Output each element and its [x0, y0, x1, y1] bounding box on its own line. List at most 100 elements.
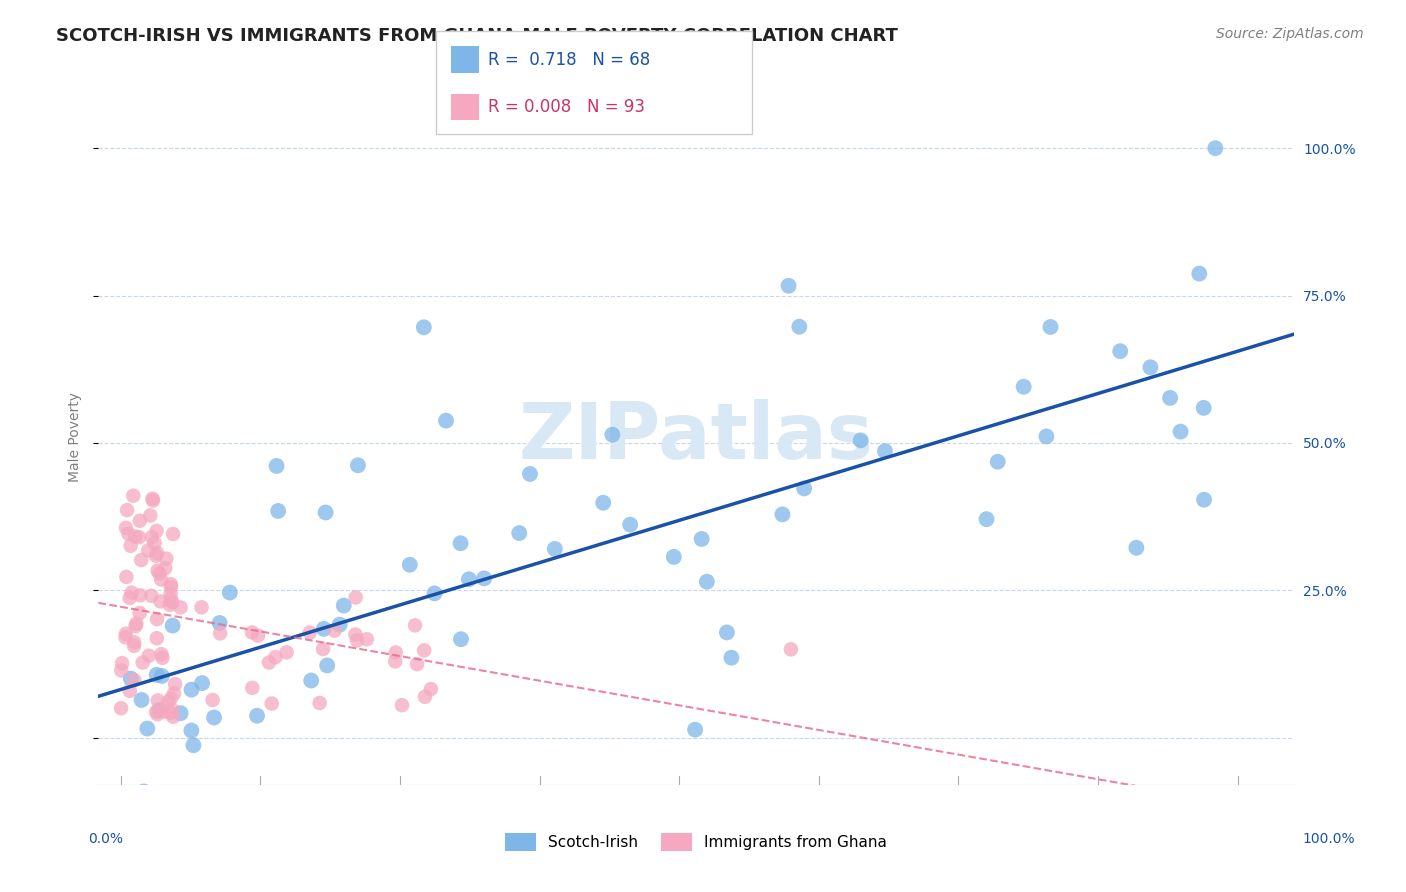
Point: [1188, 267, 1211, 281]
Point: [1204, 141, 1226, 155]
Point: [619, 517, 641, 532]
Point: [412, 320, 434, 334]
Text: 0.0%: 0.0%: [89, 832, 122, 846]
Point: [128, 606, 150, 620]
Point: [315, 506, 337, 520]
Point: [146, 546, 169, 560]
Point: [1192, 401, 1215, 415]
Point: [136, 722, 159, 736]
Point: [793, 482, 815, 496]
Point: [153, 561, 176, 575]
Point: [162, 595, 184, 609]
Text: SCOTCH-IRISH VS IMMIGRANTS FROM GHANA MALE POVERTY CORRELATION CHART: SCOTCH-IRISH VS IMMIGRANTS FROM GHANA MA…: [56, 27, 898, 45]
Point: [347, 458, 370, 473]
Point: [146, 707, 169, 722]
Point: [132, 656, 155, 670]
Point: [423, 586, 446, 600]
Point: [333, 599, 356, 613]
Point: [190, 600, 212, 615]
Point: [298, 625, 321, 640]
Point: [257, 656, 280, 670]
Point: [420, 682, 443, 697]
Point: [169, 600, 191, 615]
Point: [115, 503, 138, 517]
Point: [124, 673, 146, 688]
Point: [1170, 425, 1192, 439]
Point: [128, 530, 150, 544]
Point: [873, 444, 896, 458]
Point: [208, 615, 231, 630]
Point: [450, 632, 472, 647]
Point: [602, 427, 624, 442]
Point: [201, 693, 224, 707]
Point: [146, 632, 169, 646]
Point: [191, 676, 214, 690]
Point: [150, 669, 173, 683]
Point: [450, 536, 472, 550]
Point: [683, 723, 706, 737]
Point: [384, 645, 406, 659]
Point: [136, 543, 159, 558]
Point: [780, 642, 803, 657]
Text: R = 0.008   N = 93: R = 0.008 N = 93: [488, 98, 645, 116]
Text: 100.0%: 100.0%: [1302, 832, 1355, 846]
Point: [312, 622, 335, 636]
Point: [115, 521, 138, 535]
Point: [849, 434, 872, 448]
Point: [1192, 492, 1215, 507]
Point: [115, 626, 138, 640]
Point: [162, 527, 184, 541]
Point: [160, 864, 183, 879]
Point: [413, 690, 436, 704]
Point: [120, 539, 142, 553]
Point: [323, 624, 346, 638]
Point: [1109, 344, 1132, 359]
Point: [146, 564, 169, 578]
Point: [131, 693, 153, 707]
Point: [398, 558, 420, 572]
Point: [592, 496, 614, 510]
Point: [111, 656, 134, 670]
Point: [472, 571, 495, 585]
Point: [662, 549, 685, 564]
Point: [169, 706, 191, 721]
Point: [129, 553, 152, 567]
Text: ZIPatlas: ZIPatlas: [519, 399, 873, 475]
Point: [141, 530, 163, 544]
Point: [124, 529, 146, 543]
Point: [1039, 320, 1062, 334]
Text: R =  0.718   N = 68: R = 0.718 N = 68: [488, 51, 650, 69]
Point: [160, 580, 183, 594]
Point: [308, 696, 330, 710]
Point: [344, 591, 367, 605]
Point: [150, 647, 173, 661]
Point: [413, 643, 436, 657]
Point: [404, 618, 426, 632]
Point: [122, 639, 145, 653]
Point: [118, 684, 141, 698]
Point: [976, 512, 998, 526]
Point: [266, 458, 288, 473]
Point: [114, 630, 136, 644]
Point: [160, 577, 183, 591]
Point: [160, 593, 183, 607]
Point: [312, 642, 335, 657]
Point: [145, 668, 167, 682]
Point: [240, 625, 263, 640]
Point: [141, 491, 163, 506]
Point: [146, 612, 169, 626]
Point: [159, 587, 181, 601]
Point: [346, 633, 368, 648]
Point: [436, 861, 458, 875]
Point: [165, 677, 187, 691]
Point: [155, 551, 177, 566]
Point: [148, 566, 170, 581]
Point: [159, 706, 181, 720]
Legend: Scotch-Irish, Immigrants from Ghana: Scotch-Irish, Immigrants from Ghana: [499, 827, 893, 857]
Point: [129, 588, 152, 602]
Point: [770, 508, 793, 522]
Point: [260, 697, 283, 711]
Point: [152, 650, 174, 665]
Point: [329, 617, 352, 632]
Point: [162, 710, 184, 724]
